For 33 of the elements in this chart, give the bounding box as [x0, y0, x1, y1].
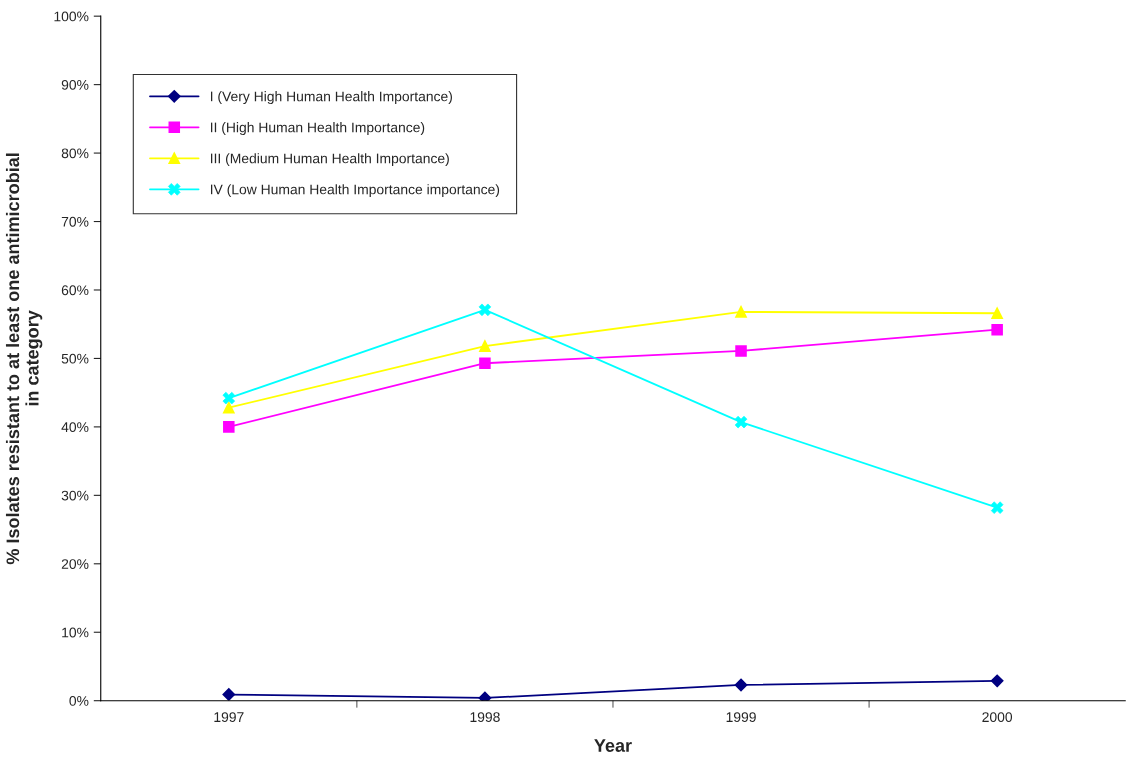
point: [223, 401, 235, 414]
point: [735, 306, 747, 318]
point: [991, 307, 1003, 320]
y-tick-label: 30%: [61, 490, 89, 501]
point: [734, 678, 748, 692]
point: [479, 340, 491, 352]
x-tick-label: 1997: [214, 712, 244, 723]
y-tick-label: 10%: [62, 627, 89, 638]
x-axis-title: Year: [594, 739, 632, 752]
legend-label: I (Very High Human Health Importance): [210, 91, 452, 105]
y-tick-label: 60%: [61, 285, 89, 296]
legend-label: II (High Human Health Importance): [210, 122, 425, 136]
y-tick-label: 70%: [61, 216, 89, 227]
y-tick-label: 40%: [61, 422, 89, 433]
y-tick-label: 90%: [61, 79, 89, 90]
point: [223, 421, 235, 433]
y-tick-label: 50%: [61, 353, 89, 364]
x-tick-label: 2000: [982, 712, 1013, 723]
point: [990, 674, 1004, 688]
point: [991, 323, 1003, 336]
y-tick-label: 20%: [61, 559, 89, 569]
y-tick-label: 100%: [54, 11, 89, 22]
point: [478, 691, 492, 701]
point: [479, 357, 491, 369]
y-tick-label: 0%: [69, 696, 89, 706]
y-axis-title: % Isolates resistant to at least one antimicrobial in category: [5, 153, 43, 565]
x-tick-label: 1998: [470, 712, 500, 723]
point: [735, 345, 747, 357]
point: [222, 688, 236, 701]
legend-label: III (Medium Human Health Importance): [210, 153, 449, 167]
y-tick-label: 80%: [61, 148, 89, 159]
x-tick-label: 1999: [726, 712, 756, 723]
legend-label: IV (Low Human Health Importance importance): [210, 184, 500, 198]
